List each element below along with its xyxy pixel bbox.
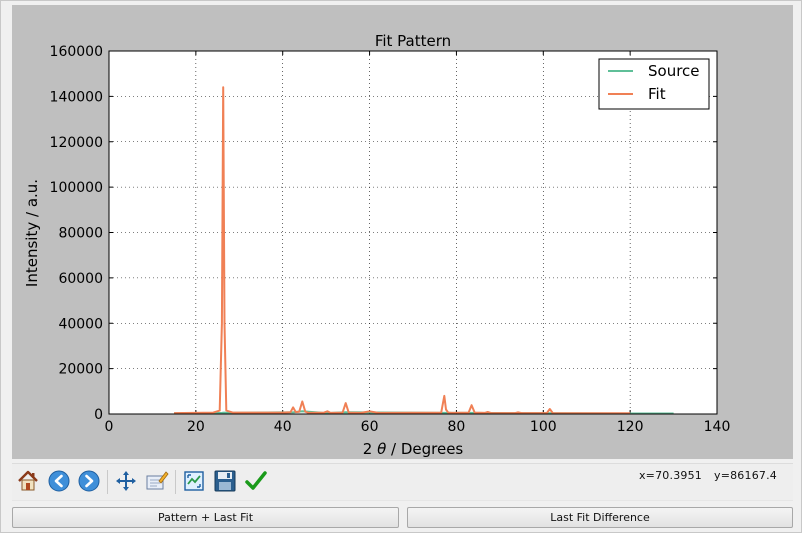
last-fit-difference-label: Last Fit Difference (550, 511, 650, 524)
y-tick-label: 160000 (50, 44, 103, 60)
series-line-fit (174, 86, 631, 415)
y-tick-label: 140000 (50, 89, 103, 105)
y-tick-label: 60000 (58, 271, 103, 287)
axis-ticks: 0 20 40 60 80 100 120 140 0 20000 40000 60000 80000 1… (50, 44, 731, 435)
zoom-button[interactable] (143, 467, 171, 495)
configure-subplots-icon (184, 471, 204, 491)
y-tick-label: 0 (94, 407, 103, 423)
y-tick-label: 20000 (58, 362, 103, 378)
x-tick-label: 80 (448, 419, 466, 435)
home-icon (18, 470, 38, 491)
forward-arrow-icon (78, 470, 100, 492)
series-line-source (174, 410, 674, 415)
save-floppy-icon (214, 470, 236, 492)
forward-button[interactable] (75, 467, 103, 495)
coord-y: y=86167.4 (713, 469, 777, 482)
coord-x: x=70.3951 (638, 469, 702, 482)
legend-box (598, 58, 710, 110)
save-button[interactable] (211, 467, 239, 495)
y-tick-label: 40000 (58, 316, 103, 332)
x-tick-label: 60 (361, 419, 379, 435)
x-tick-label: 140 (704, 419, 731, 435)
chart-title: Fit Pattern (375, 32, 451, 50)
x-tick-label: 40 (274, 419, 292, 435)
legend: Source Fit (598, 58, 710, 110)
plot-canvas[interactable]: 0 20 40 60 80 100 120 140 0 20000 40000 60000 80000 1… (12, 5, 793, 459)
configure-subplots-button[interactable] (180, 467, 208, 495)
grid-lines (109, 51, 717, 414)
apply-button[interactable] (242, 467, 270, 495)
home-button[interactable] (14, 467, 42, 495)
back-arrow-icon (48, 470, 70, 492)
data-series (174, 86, 674, 415)
pan-button[interactable] (112, 467, 140, 495)
last-fit-difference-button[interactable]: Last Fit Difference (407, 507, 793, 528)
x-tick-label: 120 (617, 419, 644, 435)
checkmark-icon (245, 471, 267, 490)
cursor-coordinates: x=70.3951 y=86167.4 (627, 469, 777, 482)
legend-label-source: Source (648, 62, 700, 80)
pattern-last-fit-label: Pattern + Last Fit (157, 511, 254, 524)
y-axis-label: Intensity / a.u. (23, 179, 41, 287)
legend-label-fit: Fit (648, 85, 666, 103)
back-button[interactable] (45, 467, 73, 495)
plot-figure[interactable]: 0 20 40 60 80 100 120 140 0 20000 40000 60000 80000 1… (12, 5, 793, 459)
y-tick-label: 80000 (58, 226, 103, 242)
navigation-toolbar: x=70.3951 y=86167.4 (12, 463, 793, 501)
x-tick-label: 20 (187, 419, 205, 435)
pattern-last-fit-button[interactable]: Pattern + Last Fit (12, 507, 399, 528)
x-tick-label: 100 (530, 419, 557, 435)
pan-move-icon (116, 471, 136, 491)
zoom-rectangle-icon (146, 471, 169, 490)
x-axis-label: 2 θ / Degrees (363, 440, 464, 458)
x-tick-label: 0 (105, 419, 114, 435)
y-tick-label: 100000 (50, 180, 103, 196)
axes-border (108, 50, 718, 415)
y-tick-label: 120000 (50, 135, 103, 151)
